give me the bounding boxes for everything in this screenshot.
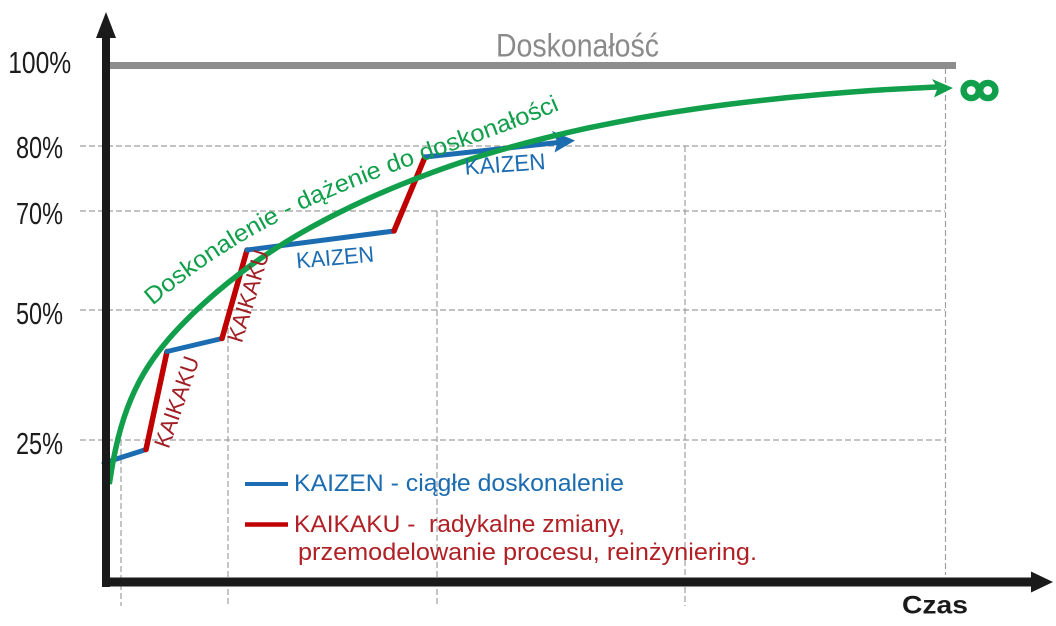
svg-text:KAIZEN: KAIZEN [295,242,375,274]
svg-text:Czas: Czas [902,592,968,620]
svg-text:Doskonalenie - dążenie do dosk: Doskonalenie - dążenie do doskonałości [139,90,562,310]
svg-text:KAIZEN - ciągłe doskonalenie: KAIZEN - ciągłe doskonalenie [294,470,624,497]
svg-text:100%: 100% [8,45,71,80]
svg-text:przemodelowanie procesu, reinż: przemodelowanie procesu, reinżyniering. [298,539,757,566]
svg-text:KAIKAKU: KAIKAKU [222,247,275,345]
svg-text:70%: 70% [16,196,63,231]
svg-text:KAIKAKU - radykalne zmiany,: KAIKAKU - radykalne zmiany, [294,511,625,538]
svg-text:80%: 80% [16,130,63,165]
svg-text:Doskonałość: Doskonałość [496,28,659,64]
svg-text:25%: 25% [16,426,63,461]
svg-text:50%: 50% [16,296,63,331]
svg-text:KAIZEN: KAIZEN [464,148,547,180]
